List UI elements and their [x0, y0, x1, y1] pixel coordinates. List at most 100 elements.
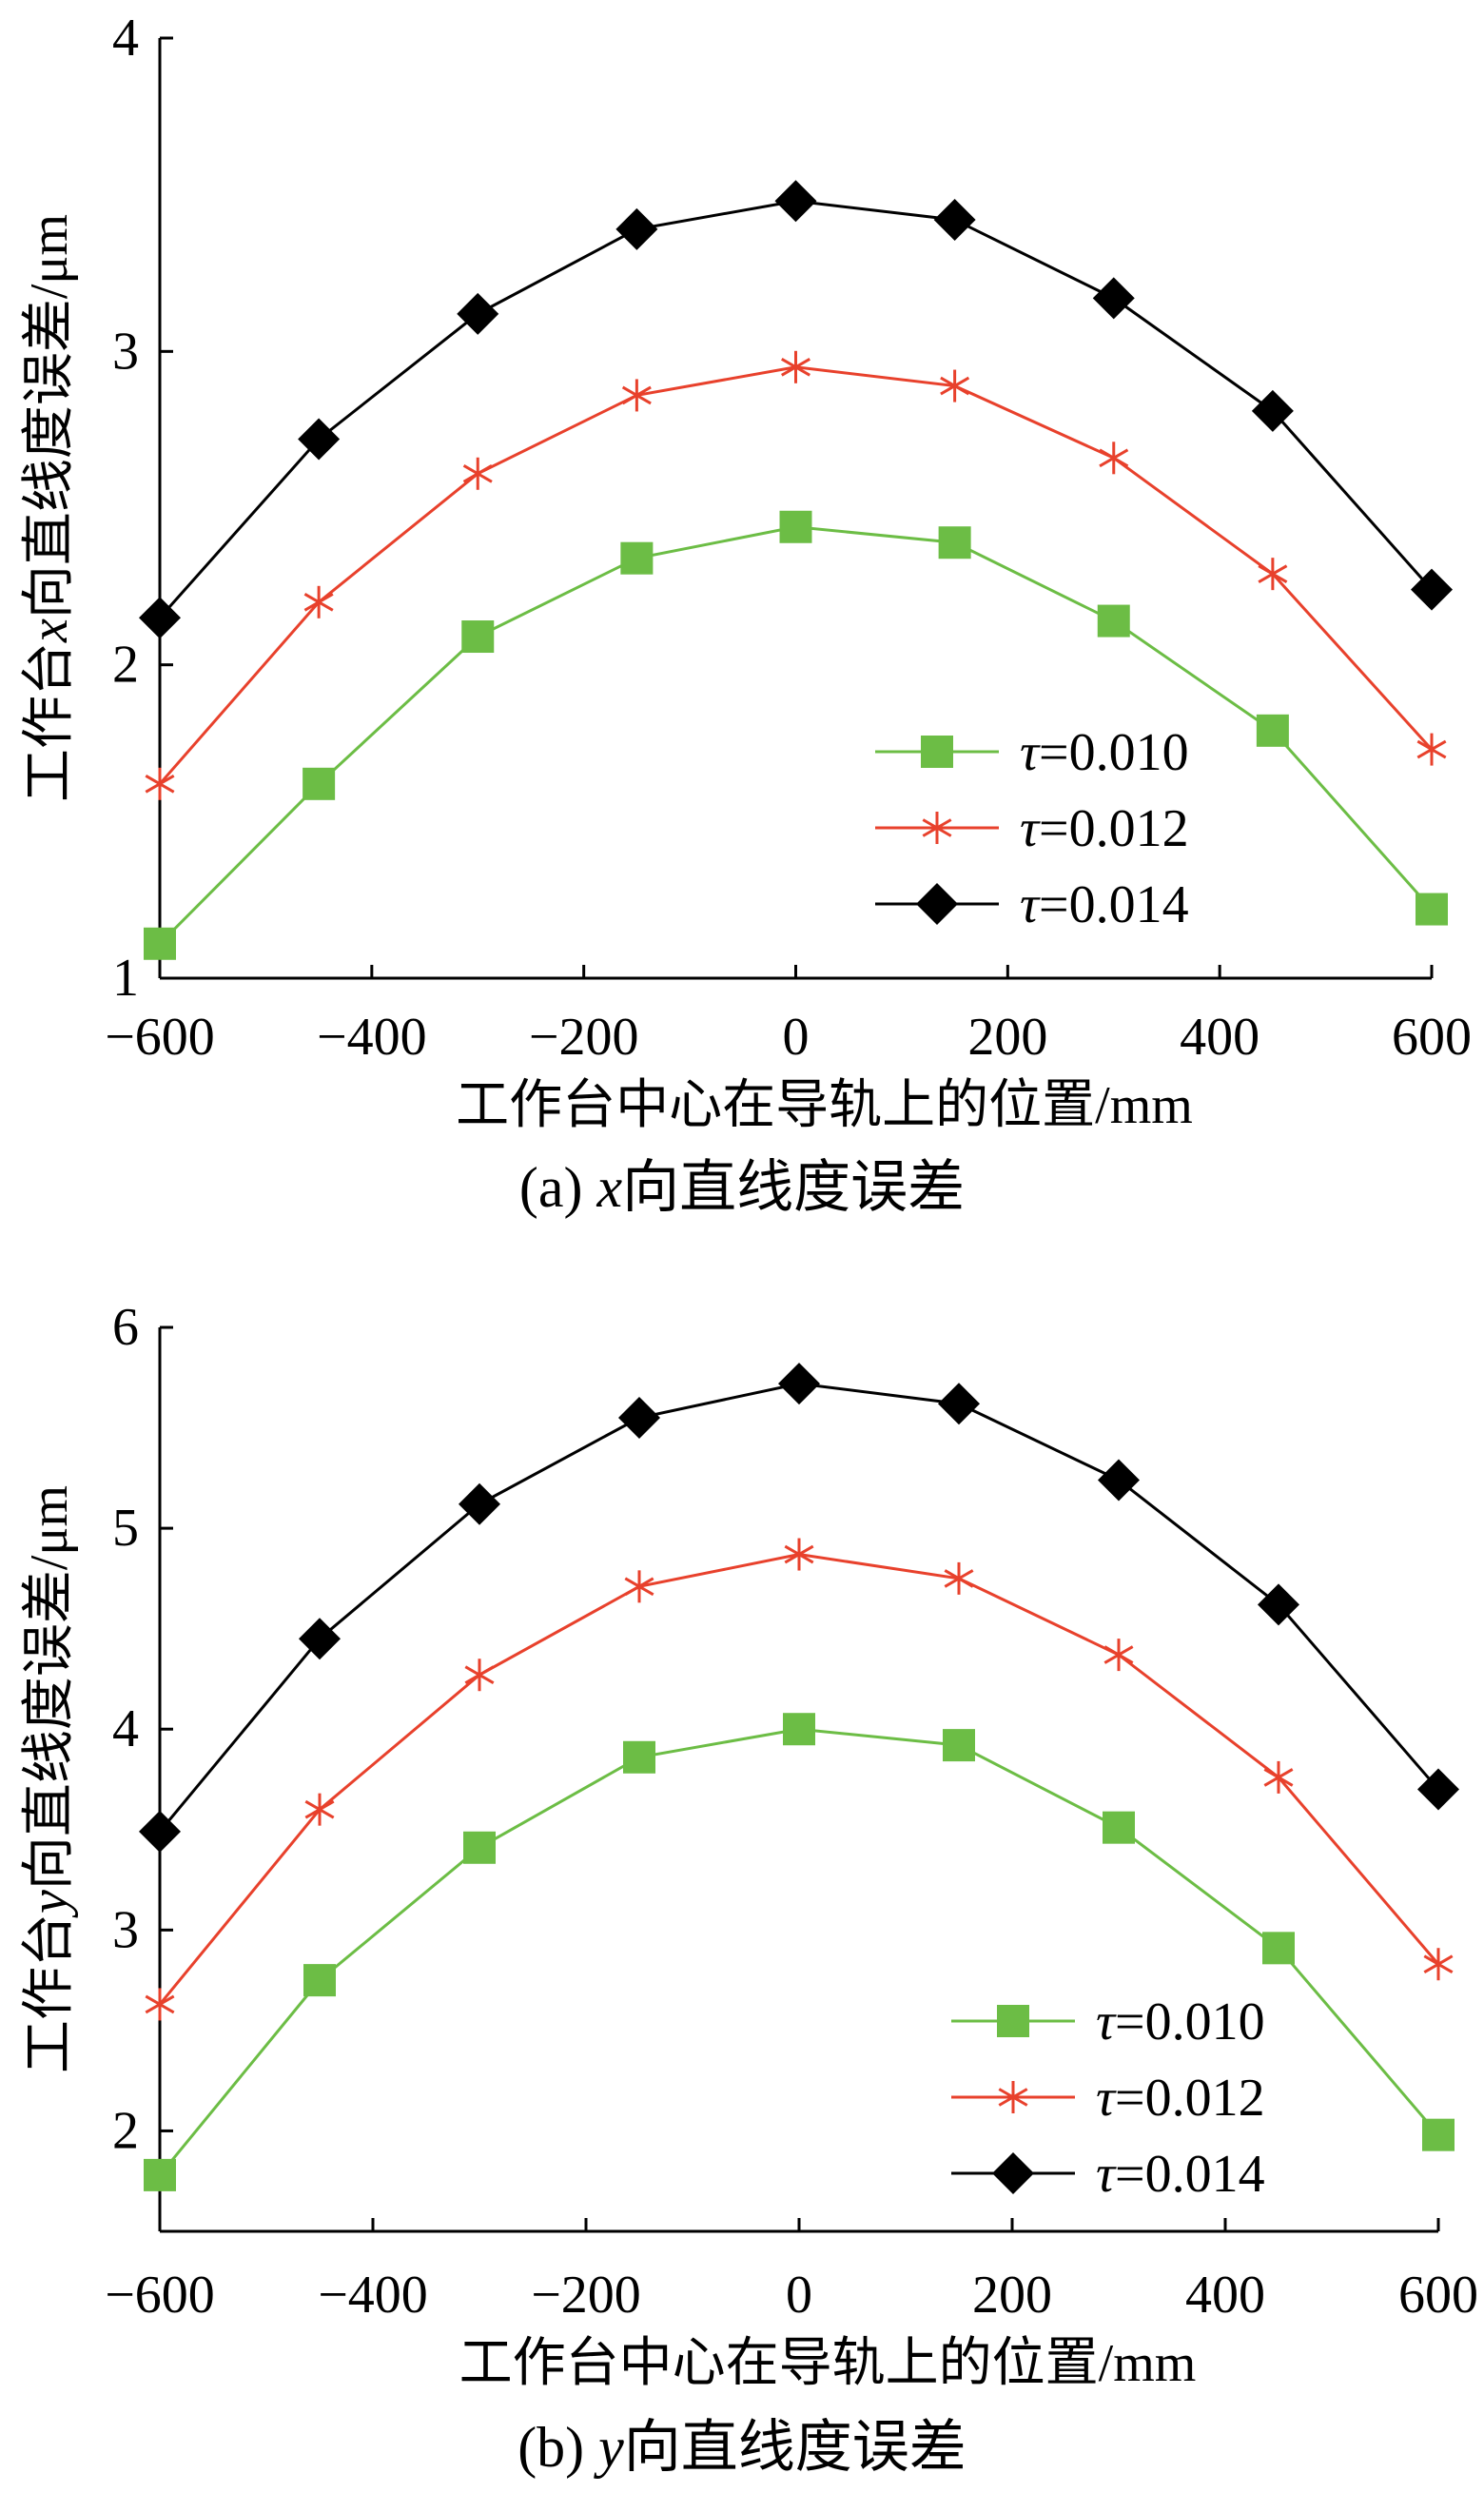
- x-tick-label: 200: [967, 1008, 1047, 1067]
- legend-marker: [916, 883, 958, 925]
- data-point: [1251, 389, 1294, 432]
- series-1: [145, 350, 1447, 800]
- data-point: [938, 1383, 980, 1425]
- legend-value: =0.012: [1115, 2069, 1265, 2128]
- series-line: [158, 525, 1434, 945]
- legend-tau: τ: [1096, 2145, 1117, 2204]
- y-axis-label-suffix: 向直线度误差/μm: [20, 1485, 79, 1890]
- legend-marker: [997, 2005, 1029, 2037]
- x-tick-label: −200: [529, 1008, 639, 1067]
- y-tick-label: 4: [112, 9, 139, 68]
- data-point: [624, 1570, 654, 1603]
- legend-marker: [922, 812, 952, 844]
- legend-label: τ=0.010: [1020, 723, 1189, 782]
- y-axis-label-variable: x: [20, 618, 79, 643]
- legend-marker: [992, 2152, 1034, 2194]
- data-point: [774, 180, 817, 223]
- data-point: [618, 1397, 660, 1439]
- data-point: [303, 767, 336, 800]
- data-point: [461, 620, 495, 654]
- legend-marker: [921, 736, 953, 768]
- data-point: [1262, 1932, 1295, 1965]
- series-line: [158, 1382, 1440, 1833]
- caption-text: 向直线度误差: [622, 1156, 965, 1219]
- y-axis-label: 工作台x向直线度误差/μm: [20, 214, 79, 802]
- series-1: [145, 1538, 1454, 2021]
- y-axis-label-prefix: 工作台: [20, 642, 79, 802]
- data-point: [1258, 558, 1288, 591]
- x-tick-label: 400: [1185, 2266, 1265, 2325]
- data-point: [464, 1659, 495, 1692]
- data-point: [145, 767, 175, 800]
- legend-label: τ=0.012: [1020, 799, 1189, 858]
- legend-tau: τ: [1020, 723, 1041, 782]
- y-tick-label: 1: [112, 949, 139, 1008]
- y-axis-label-prefix: 工作台: [20, 1914, 79, 2073]
- data-point: [1103, 1639, 1134, 1672]
- panel-caption: (a) x向直线度误差: [519, 1156, 965, 1219]
- x-tick-label: 0: [786, 2266, 812, 2325]
- data-point: [1256, 714, 1289, 747]
- x-tick-label: 200: [972, 2266, 1052, 2325]
- legend-value: =0.010: [1039, 723, 1189, 782]
- y-tick-label: 3: [112, 322, 139, 381]
- y-axis-label-suffix: 向直线度误差/μm: [20, 214, 79, 618]
- legend-label: τ=0.014: [1096, 2145, 1265, 2204]
- series-2: [139, 1363, 1459, 1853]
- data-point: [781, 350, 810, 383]
- data-point: [620, 541, 654, 575]
- legend-value: =0.014: [1115, 2145, 1265, 2204]
- data-point: [1417, 1768, 1459, 1811]
- caption-text: 向直线度误差: [624, 2416, 967, 2479]
- data-point: [940, 369, 970, 402]
- data-point: [1092, 277, 1135, 320]
- x-axis-label: 工作台中心在导轨上的位置/mm: [459, 2334, 1197, 2393]
- caption-variable: x: [596, 1156, 622, 1219]
- legend-tau: τ: [1020, 799, 1041, 858]
- legend-label: τ=0.010: [1096, 1992, 1265, 2051]
- data-point: [1416, 733, 1447, 766]
- x-tick-label: 400: [1180, 1008, 1259, 1067]
- x-tick-label: 600: [1398, 2266, 1478, 2325]
- data-point: [938, 526, 971, 559]
- legend-label: τ=0.012: [1096, 2069, 1265, 2128]
- data-point: [944, 1561, 974, 1595]
- series-line: [158, 365, 1434, 785]
- data-point: [1263, 1760, 1294, 1794]
- x-tick-label: −400: [318, 2266, 428, 2325]
- x-tick-label: −400: [317, 1008, 427, 1067]
- y-tick-label: 3: [112, 1900, 139, 1959]
- series-0: [144, 510, 1448, 960]
- data-point: [1099, 442, 1129, 475]
- series-line: [158, 199, 1434, 619]
- caption-variable: y: [593, 2416, 624, 2479]
- caption-prefix: (a): [519, 1156, 597, 1219]
- data-point: [144, 927, 176, 960]
- data-point: [303, 585, 334, 618]
- data-point: [1258, 1583, 1299, 1626]
- data-point: [463, 1831, 496, 1864]
- legend-tau: τ: [1096, 1992, 1117, 2051]
- data-point: [144, 2158, 176, 2191]
- data-point: [1423, 1948, 1454, 1981]
- legend-marker: [998, 2081, 1028, 2113]
- data-point: [457, 292, 499, 335]
- data-point: [621, 379, 652, 412]
- data-point: [784, 1538, 814, 1571]
- series-line: [158, 1553, 1440, 2006]
- data-point: [623, 1740, 655, 1774]
- data-point: [1098, 1459, 1140, 1502]
- data-point: [933, 199, 976, 242]
- legend-tau: τ: [1096, 2069, 1117, 2128]
- data-point: [459, 1482, 500, 1525]
- legend-tau: τ: [1020, 875, 1041, 934]
- data-point: [462, 457, 493, 490]
- y-tick-label: 2: [112, 2101, 139, 2160]
- data-point: [783, 1713, 815, 1746]
- chart-panel-b: −600 −400 −200 0 200 400 600 2 3 4 5 6 工作台中心在导轨上的位置/…: [20, 1298, 1478, 2479]
- chart-panel-a: −600 −400 −200 0 200 400 600 1 2 3 4 工作台中心在导轨上的位置/m…: [20, 9, 1472, 1219]
- legend-label: τ=0.014: [1020, 875, 1189, 934]
